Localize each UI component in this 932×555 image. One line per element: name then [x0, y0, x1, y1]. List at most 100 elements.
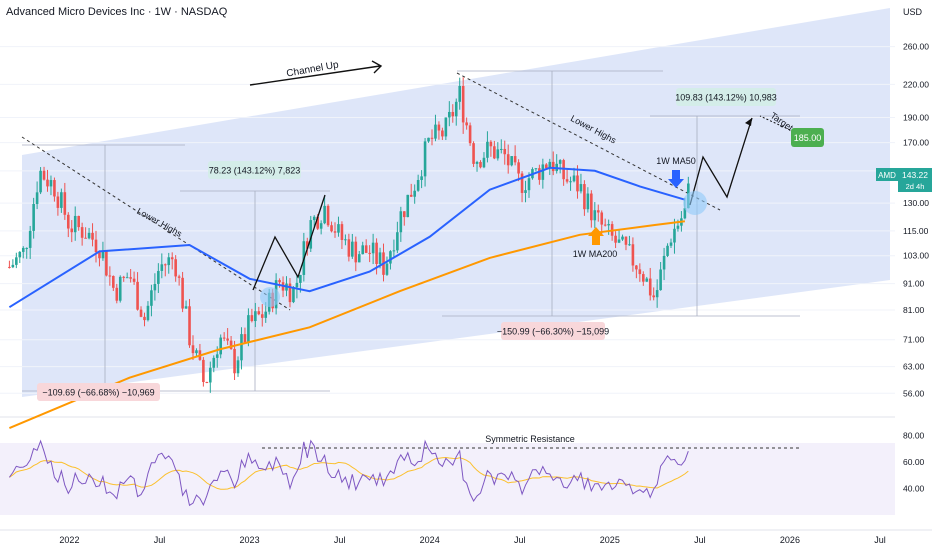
candle-body: [586, 193, 590, 210]
candle-body: [254, 311, 257, 322]
time-tick-label: 2022: [59, 535, 79, 545]
candle-body: [184, 306, 188, 309]
candle-body: [351, 241, 354, 257]
symbol-badge: AMD: [876, 168, 898, 181]
price-badge: 143.22 2d 4h: [898, 168, 932, 192]
candle-body: [641, 274, 645, 282]
candle-body: [545, 164, 548, 169]
candle-body: [278, 280, 281, 283]
candle-body: [524, 190, 527, 193]
candle-body: [337, 224, 340, 233]
candle-body: [427, 137, 430, 142]
candle-body: [590, 193, 593, 221]
candle-body: [607, 224, 610, 226]
candle-body: [8, 266, 11, 268]
candle-body: [25, 247, 29, 249]
candle-body: [101, 251, 105, 259]
currency-label: USD: [902, 7, 922, 17]
candle-body: [389, 251, 392, 264]
candle-body: [63, 192, 67, 215]
candle-body: [146, 305, 150, 321]
price-tick-label: 170.00: [903, 138, 929, 148]
measure-label-1: −109.69 (−66.68%) −10,969: [37, 383, 160, 401]
measure-text-4: 109.83 (143.12%) 10,983: [675, 93, 777, 103]
candle-body: [226, 338, 229, 341]
price-tick-label: 71.00: [903, 335, 925, 345]
candle-body: [662, 255, 666, 270]
candle-body: [84, 237, 87, 239]
ma200-arrow-icon: [588, 227, 604, 245]
candle-body: [340, 224, 344, 240]
candle-body: [260, 314, 264, 318]
price-tick-label: 115.00: [903, 226, 929, 236]
candle-body: [496, 149, 500, 159]
measure-box-3: [442, 70, 800, 317]
candle-body: [139, 309, 143, 317]
candle-body: [541, 164, 545, 180]
ma50-line: [8, 166, 686, 309]
candle-body: [683, 208, 687, 219]
fractal-projection-2023: [252, 194, 326, 291]
candle-body: [520, 173, 524, 193]
candle-body: [87, 232, 91, 239]
candle-body: [558, 160, 562, 164]
lower-highs-line-1: [21, 136, 291, 311]
candle-body: [396, 232, 399, 251]
candle-body: [77, 215, 80, 228]
candle-body: [583, 184, 586, 210]
candle-body: [645, 278, 649, 282]
candle-body: [513, 156, 517, 163]
grid: [0, 46, 895, 394]
candle-body: [430, 137, 434, 139]
candle-body: [174, 259, 177, 277]
candle-body: [125, 277, 129, 279]
candle-body: [468, 125, 472, 144]
time-tick-label: Jul: [874, 535, 886, 545]
symbol-text: AMD: [878, 171, 896, 180]
candle-body: [18, 251, 22, 258]
measure-label-4: 109.83 (143.12%) 10,983: [675, 88, 777, 106]
measure-box-4: [650, 115, 800, 316]
measure-text-3: −150.99 (−66.30%) −15,099: [497, 327, 609, 337]
channel-arrow: [249, 65, 381, 86]
candle-body: [441, 130, 444, 137]
candle-body: [638, 269, 642, 275]
candle-body: [402, 211, 406, 218]
candle-body: [205, 382, 209, 384]
price-text: 143.22: [902, 170, 928, 180]
candle-body: [15, 257, 18, 265]
price-tick-label: 56.00: [903, 388, 925, 398]
candle-body: [312, 216, 316, 221]
time-tick-label: 2026: [780, 535, 800, 545]
candle-body: [295, 282, 299, 288]
candle-body: [527, 178, 531, 191]
rsi-tick-label: 60.00: [903, 457, 925, 467]
candle-body: [510, 156, 513, 166]
candle-body: [21, 247, 25, 252]
candle-body: [357, 254, 361, 263]
price-tick-label: 103.00: [903, 251, 929, 261]
candle-body: [330, 225, 333, 232]
price-tick-label: 190.00: [903, 112, 929, 122]
candle-body: [596, 210, 600, 213]
countdown-text: 2d 4h: [906, 182, 925, 191]
candle-body: [371, 242, 375, 254]
candle-body: [94, 239, 98, 253]
time-tick-label: Jul: [154, 535, 166, 545]
time-tick-label: Jul: [514, 535, 526, 545]
candle-body: [222, 337, 226, 339]
candle-body: [73, 215, 77, 233]
candle-body: [621, 236, 624, 240]
ma200-line: [9, 220, 686, 430]
candle-body: [188, 306, 191, 346]
candle-body: [444, 117, 448, 137]
candle-body: [472, 143, 475, 164]
target-arrow: [759, 115, 791, 131]
measure-box-2: [180, 190, 330, 391]
candle-body: [333, 231, 337, 233]
candle-body: [157, 270, 160, 284]
candle-body: [181, 277, 184, 309]
candle-body: [614, 235, 617, 243]
rsi-tick-label: 40.00: [903, 483, 925, 493]
